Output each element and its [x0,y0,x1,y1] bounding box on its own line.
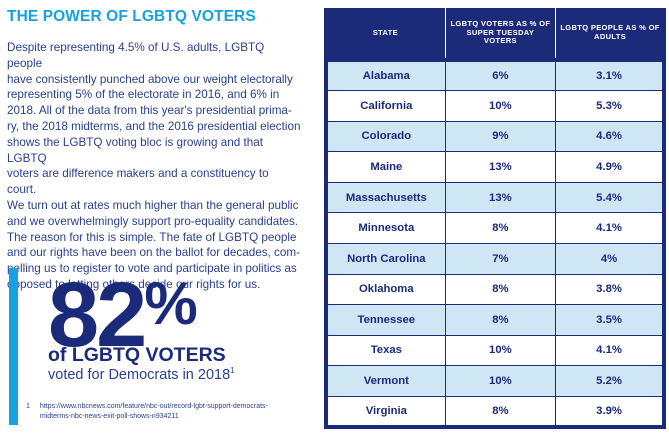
table-row: North Carolina 7% 4% [326,242,664,275]
body-line: 2018. All of the data from this year's p… [7,104,292,118]
body-line: We turn out at rates much higher than th… [7,198,299,212]
table-header-row: STATE LGBTQ VOTERS AS % OF SUPER TUESDAY… [326,8,664,60]
cell-state: California [326,90,446,122]
body-line: have consistently punched above our weig… [7,72,293,86]
stat-number-value: 82 [48,264,147,366]
cell-voters: 8% [444,304,556,336]
body-line: voters are difference makers and a const… [7,167,269,197]
body-line: The reason for this is simple. The fate … [7,230,297,244]
cell-state: Colorado [326,120,446,152]
cell-adults: 4.1% [555,212,664,244]
cell-voters: 9% [444,120,556,152]
state-data-table: STATE LGBTQ VOTERS AS % OF SUPER TUESDAY… [324,8,666,429]
table-row: Massachusetts 13% 5.4% [326,181,664,213]
stat-percent-sign: % [144,270,198,337]
cell-state: Vermont [326,365,446,397]
header-adults: LGBTQ PEOPLE AS % OF ADULTS [555,8,664,60]
cell-voters: 7% [444,242,556,275]
body-line: shows the LGBTQ voting bloc is growing a… [7,135,263,165]
cell-voters: 10% [444,90,556,122]
cell-state: Maine [326,151,446,183]
cell-voters: 6% [444,59,556,91]
stat-subtitle-text: voted for Democrats in 2018 [48,367,231,383]
body-line: opposed to letting others decide our rig… [7,277,261,291]
footnote-number: 1 [26,403,30,410]
table-row: California 10% 5.3% [326,90,664,122]
table-row: Minnesota 8% 4.1% [326,212,664,244]
cell-adults: 4.1% [555,334,664,366]
cell-adults: 5.4% [555,181,664,213]
cell-state: Oklahoma [326,273,446,305]
table-row: Oklahoma 8% 3.8% [326,273,664,305]
table-row: Colorado 9% 4.6% [326,120,664,152]
table-row: Virginia 8% 3.9% [326,395,664,427]
table-row: Texas 10% 4.1% [326,334,664,366]
cell-adults: 4.6% [555,120,664,152]
cell-voters: 8% [444,273,556,305]
cell-adults: 5.3% [555,90,664,122]
stat-headline: of LGBTQ VOTERS [48,344,226,366]
body-line: and we overwhelmingly support pro-equali… [7,214,299,228]
cell-adults: 3.1% [555,59,664,91]
cell-adults: 4% [555,242,664,275]
cell-state: Tennessee [326,304,446,336]
cell-state: Minnesota [326,212,446,244]
cell-state: Alabama [326,59,446,91]
cell-state: North Carolina [326,242,446,275]
cell-state: Massachusetts [326,181,446,213]
accent-bar [9,268,18,425]
body-line: representing 5% of the electorate in 201… [7,88,280,102]
body-line: ry, the 2018 midterms, and the 2016 pres… [7,119,301,133]
cell-adults: 3.8% [555,273,664,305]
page-title: THE POWER OF LGBTQ VOTERS [7,8,256,25]
cell-state: Virginia [326,395,446,427]
stat-subtitle: voted for Democrats in 20181 [48,366,235,383]
cell-voters: 13% [444,151,556,183]
stat-number: 82% [48,258,198,361]
cell-adults: 3.5% [555,304,664,336]
header-state: STATE [372,27,398,37]
cell-adults: 5.2% [555,365,664,397]
cell-voters: 8% [444,212,556,244]
cell-voters: 10% [444,365,556,397]
body-line: Despite representing 4.5% of U.S. adults… [7,41,265,70]
cell-state: Texas [326,334,446,366]
footnote-link[interactable]: https://www.nbcnews.com/feature/nbc-out/… [39,403,268,420]
table-row: Tennessee 8% 3.5% [326,304,664,336]
table-row: Vermont 10% 5.2% [326,365,664,397]
cell-adults: 3.9% [555,395,664,427]
table-row: Alabama 6% 3.1% [326,59,664,91]
header-voters: LGBTQ VOTERS AS % OF SUPER TUESDAY VOTER… [444,8,556,60]
cell-voters: 8% [444,395,556,427]
cell-voters: 10% [444,334,556,366]
body-paragraph: Despite representing 4.5% of U.S. adults… [7,40,301,293]
cell-voters: 13% [444,181,556,213]
footnote-mark: 1 [230,366,235,375]
body-line: pelling us to register to vote and parti… [7,262,297,276]
cell-adults: 4.9% [555,151,664,183]
table-row: Maine 13% 4.9% [326,151,664,183]
body-line: and our rights have been on the ballot f… [7,246,301,260]
footnote: 1 https://www.nbcnews.com/feature/nbc-ou… [26,402,276,421]
